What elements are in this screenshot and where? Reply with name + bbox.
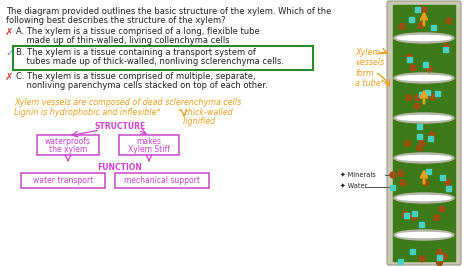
Bar bbox=[390, 185, 395, 189]
Circle shape bbox=[437, 250, 442, 256]
Text: FUNCTION: FUNCTION bbox=[98, 163, 143, 172]
Bar bbox=[439, 175, 445, 180]
Bar bbox=[437, 255, 442, 260]
Circle shape bbox=[418, 22, 424, 28]
Ellipse shape bbox=[394, 73, 454, 83]
Bar bbox=[426, 169, 431, 174]
Circle shape bbox=[419, 140, 425, 146]
Bar bbox=[408, 57, 412, 62]
Text: waterproofs: waterproofs bbox=[45, 137, 91, 146]
Bar bbox=[410, 18, 414, 23]
Bar bbox=[431, 25, 436, 30]
Circle shape bbox=[446, 18, 452, 24]
Ellipse shape bbox=[394, 113, 454, 123]
Circle shape bbox=[414, 94, 420, 101]
Text: tubes made up of thick-walled, nonliving sclerenchyma cells.: tubes made up of thick-walled, nonliving… bbox=[16, 57, 284, 66]
Bar bbox=[417, 123, 422, 128]
Ellipse shape bbox=[397, 232, 451, 238]
Circle shape bbox=[429, 132, 435, 138]
Bar bbox=[410, 249, 415, 254]
Text: B. The xylem is a tissue containing a transport system of: B. The xylem is a tissue containing a tr… bbox=[16, 48, 256, 57]
Text: nonliving parenchyma cells stacked on top of each other.: nonliving parenchyma cells stacked on to… bbox=[16, 81, 268, 90]
Text: lignified: lignified bbox=[178, 117, 215, 126]
Text: ✦ Minerals: ✦ Minerals bbox=[340, 172, 376, 178]
Circle shape bbox=[419, 256, 425, 262]
Ellipse shape bbox=[394, 33, 454, 43]
Circle shape bbox=[417, 145, 422, 151]
Text: * thick-walled: * thick-walled bbox=[178, 108, 233, 117]
Text: Xylem Stiff: Xylem Stiff bbox=[128, 145, 170, 154]
Circle shape bbox=[398, 171, 404, 176]
Text: the xylem: the xylem bbox=[49, 145, 87, 154]
Bar bbox=[443, 47, 448, 52]
Ellipse shape bbox=[397, 196, 451, 201]
Circle shape bbox=[439, 206, 445, 212]
Text: The diagram provided outlines the basic structure of the xylem. Which of the: The diagram provided outlines the basic … bbox=[6, 7, 331, 16]
Circle shape bbox=[402, 211, 408, 217]
Bar bbox=[398, 259, 402, 264]
Text: made up of thin-walled, living collenchyma cells: made up of thin-walled, living collenchy… bbox=[16, 36, 229, 45]
Circle shape bbox=[445, 179, 451, 185]
Ellipse shape bbox=[394, 193, 454, 203]
Circle shape bbox=[404, 141, 410, 147]
Circle shape bbox=[390, 172, 396, 178]
Text: Xylem
vessels
form
a tube*: Xylem vessels form a tube* bbox=[355, 48, 384, 88]
Circle shape bbox=[399, 24, 405, 30]
Bar bbox=[419, 92, 424, 97]
Ellipse shape bbox=[394, 153, 454, 163]
Text: mechanical support: mechanical support bbox=[124, 176, 200, 185]
Text: water transport: water transport bbox=[33, 176, 93, 185]
Text: following best describes the structure of the xylem?: following best describes the structure o… bbox=[6, 16, 226, 25]
Circle shape bbox=[411, 214, 417, 220]
Ellipse shape bbox=[397, 76, 451, 81]
Ellipse shape bbox=[397, 35, 451, 40]
Ellipse shape bbox=[397, 115, 451, 120]
Bar bbox=[404, 213, 409, 218]
Text: A. The xylem is a tissue comprised of a long, flexible tube: A. The xylem is a tissue comprised of a … bbox=[16, 27, 260, 36]
Ellipse shape bbox=[394, 230, 454, 240]
Circle shape bbox=[421, 7, 427, 13]
Bar bbox=[412, 211, 418, 216]
Text: C. The xylem is a tissue comprised of multiple, separate,: C. The xylem is a tissue comprised of mu… bbox=[16, 72, 255, 81]
Circle shape bbox=[414, 103, 420, 109]
Text: Xylem vessels are composed of dead sclerenchyma cells: Xylem vessels are composed of dead scler… bbox=[14, 98, 241, 107]
Text: ✦ Water: ✦ Water bbox=[340, 183, 367, 189]
Bar bbox=[393, 5, 455, 261]
Bar bbox=[419, 222, 424, 227]
Bar bbox=[428, 136, 434, 141]
Circle shape bbox=[400, 180, 406, 186]
Bar bbox=[415, 7, 420, 12]
Circle shape bbox=[434, 215, 439, 221]
Circle shape bbox=[410, 65, 416, 71]
Bar bbox=[436, 91, 440, 96]
Bar bbox=[425, 90, 430, 95]
Circle shape bbox=[406, 54, 412, 60]
Bar bbox=[423, 61, 428, 66]
Text: Lignin is hydrophobic and inflexible*: Lignin is hydrophobic and inflexible* bbox=[14, 108, 161, 117]
Circle shape bbox=[441, 253, 447, 259]
Text: ✗: ✗ bbox=[5, 72, 14, 82]
Text: STRUCTURE: STRUCTURE bbox=[94, 122, 146, 131]
Text: ✓: ✓ bbox=[5, 48, 14, 58]
Text: makes: makes bbox=[137, 137, 162, 146]
Bar bbox=[446, 186, 451, 191]
Circle shape bbox=[437, 260, 443, 265]
Circle shape bbox=[406, 95, 411, 101]
Circle shape bbox=[422, 180, 428, 186]
Ellipse shape bbox=[397, 156, 451, 160]
Bar bbox=[418, 134, 422, 139]
Circle shape bbox=[443, 44, 449, 49]
Text: ✗: ✗ bbox=[5, 27, 14, 37]
Circle shape bbox=[430, 94, 436, 100]
Circle shape bbox=[426, 66, 432, 72]
FancyBboxPatch shape bbox=[387, 1, 461, 265]
